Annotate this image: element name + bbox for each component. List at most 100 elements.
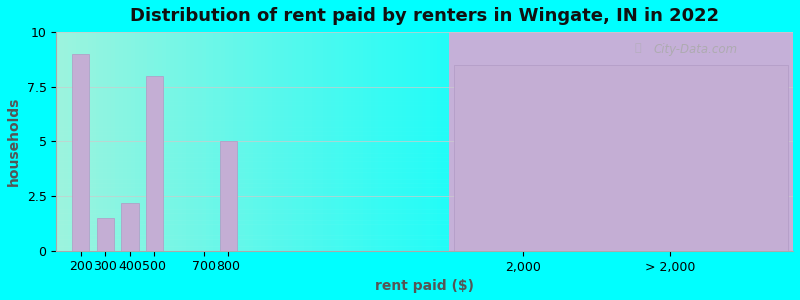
- Bar: [122, 203, 138, 251]
- Bar: [158, 32, 162, 251]
- Bar: [146, 76, 163, 251]
- Bar: [56, 86, 450, 87]
- Bar: [56, 239, 450, 240]
- Bar: [219, 141, 237, 251]
- Bar: [272, 32, 276, 251]
- Bar: [222, 32, 226, 251]
- Bar: [245, 32, 249, 251]
- Bar: [56, 116, 450, 117]
- Bar: [304, 32, 308, 251]
- X-axis label: rent paid ($): rent paid ($): [375, 279, 474, 293]
- Bar: [115, 32, 119, 251]
- Bar: [308, 32, 312, 251]
- Bar: [142, 32, 146, 251]
- Bar: [449, 32, 793, 251]
- Bar: [382, 32, 386, 251]
- Bar: [56, 79, 450, 80]
- Bar: [434, 32, 438, 251]
- Bar: [351, 32, 355, 251]
- Bar: [210, 32, 214, 251]
- Bar: [335, 32, 339, 251]
- Bar: [343, 32, 347, 251]
- Bar: [56, 142, 450, 143]
- Bar: [72, 32, 76, 251]
- Bar: [406, 32, 410, 251]
- Bar: [402, 32, 406, 251]
- Bar: [276, 32, 280, 251]
- Bar: [154, 32, 158, 251]
- Bar: [60, 32, 64, 251]
- Bar: [430, 32, 434, 251]
- Bar: [76, 32, 80, 251]
- Bar: [56, 194, 450, 195]
- Bar: [194, 32, 198, 251]
- Bar: [398, 32, 402, 251]
- Text: City-Data.com: City-Data.com: [653, 43, 737, 56]
- Bar: [56, 246, 450, 247]
- Bar: [178, 32, 182, 251]
- Bar: [56, 153, 450, 154]
- Bar: [56, 198, 450, 199]
- Bar: [418, 32, 422, 251]
- Bar: [446, 32, 449, 251]
- Bar: [312, 32, 315, 251]
- Bar: [56, 190, 450, 191]
- Bar: [56, 131, 450, 132]
- Bar: [214, 32, 218, 251]
- Bar: [72, 54, 90, 251]
- Bar: [206, 32, 210, 251]
- Bar: [362, 32, 366, 251]
- Bar: [229, 32, 233, 251]
- Bar: [84, 32, 88, 251]
- Bar: [249, 32, 253, 251]
- Bar: [56, 183, 450, 184]
- Bar: [56, 112, 450, 113]
- Bar: [442, 32, 446, 251]
- Bar: [257, 32, 261, 251]
- Bar: [359, 32, 362, 251]
- Bar: [56, 250, 450, 251]
- Bar: [56, 32, 60, 251]
- Bar: [135, 32, 138, 251]
- Bar: [170, 32, 174, 251]
- Bar: [131, 32, 135, 251]
- Bar: [218, 32, 222, 251]
- Bar: [190, 32, 194, 251]
- Bar: [331, 32, 335, 251]
- Bar: [56, 235, 450, 236]
- Bar: [414, 32, 418, 251]
- Bar: [288, 32, 292, 251]
- Bar: [107, 32, 111, 251]
- Bar: [339, 32, 343, 251]
- Bar: [56, 187, 450, 188]
- Bar: [64, 32, 68, 251]
- Bar: [186, 32, 190, 251]
- Bar: [226, 32, 229, 251]
- Bar: [202, 32, 206, 251]
- Bar: [182, 32, 186, 251]
- Bar: [80, 32, 84, 251]
- Bar: [292, 32, 296, 251]
- Bar: [150, 32, 154, 251]
- Bar: [119, 32, 123, 251]
- Bar: [56, 228, 450, 229]
- Bar: [91, 32, 95, 251]
- Bar: [454, 65, 788, 251]
- Bar: [438, 32, 442, 251]
- Bar: [269, 32, 272, 251]
- Y-axis label: households: households: [7, 97, 21, 186]
- Text: 🔵: 🔵: [634, 43, 642, 53]
- Bar: [111, 32, 115, 251]
- Bar: [366, 32, 370, 251]
- Bar: [56, 213, 450, 214]
- Bar: [374, 32, 378, 251]
- Bar: [426, 32, 430, 251]
- Bar: [347, 32, 351, 251]
- Bar: [319, 32, 323, 251]
- Bar: [123, 32, 127, 251]
- Bar: [327, 32, 331, 251]
- Bar: [410, 32, 414, 251]
- Bar: [237, 32, 241, 251]
- Bar: [253, 32, 257, 251]
- Bar: [241, 32, 245, 251]
